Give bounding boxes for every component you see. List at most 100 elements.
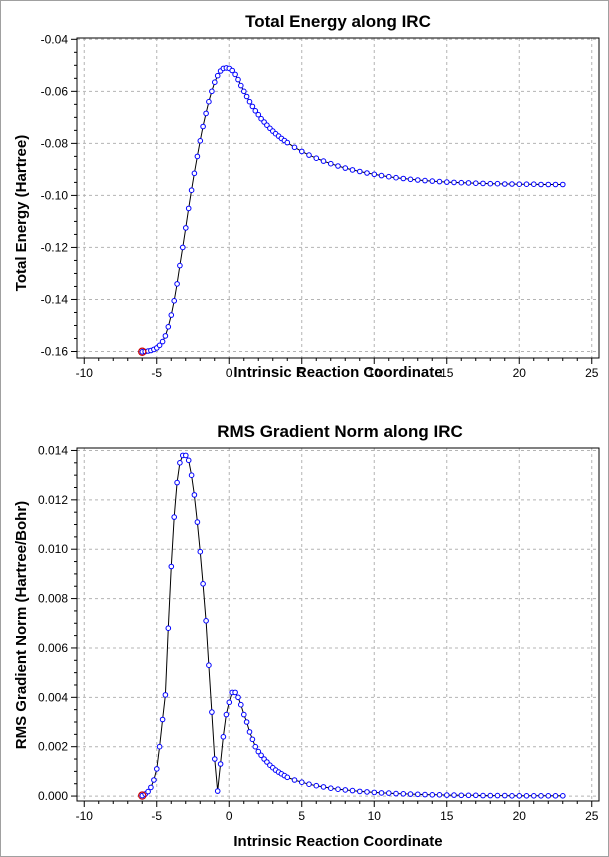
data-point: [306, 781, 312, 788]
y-tick-label: 0.000: [38, 789, 68, 803]
data-point: [241, 88, 247, 95]
data-point: [357, 788, 363, 795]
data-point: [415, 177, 421, 183]
data-point: [232, 689, 238, 696]
data-point: [494, 180, 501, 187]
data-point: [473, 792, 479, 799]
data-point: [148, 784, 154, 791]
x-tick-label: 5: [298, 809, 305, 823]
data-point: [177, 460, 183, 466]
data-point: [552, 793, 559, 799]
data-point: [422, 791, 428, 798]
current-point-marker: [138, 791, 147, 800]
data-point: [436, 792, 443, 798]
x-axis-label: Intrinsic Reaction Coordinate: [233, 364, 442, 381]
data-point: [436, 178, 443, 185]
data-point: [313, 155, 320, 161]
data-point: [357, 168, 363, 175]
data-point: [313, 782, 320, 789]
data-point: [560, 181, 566, 188]
data-point: [502, 181, 508, 187]
data-point: [378, 790, 385, 796]
data-point: [342, 787, 349, 793]
data-point: [328, 785, 334, 792]
data-point: [217, 761, 224, 767]
data-point: [284, 774, 291, 781]
data-point: [415, 791, 421, 798]
data-point: [531, 793, 537, 799]
data-point: [212, 756, 218, 762]
data-point: [246, 98, 253, 105]
data-point: [200, 581, 206, 587]
data-point: [393, 174, 399, 181]
y-tick-label: 0.002: [38, 740, 68, 754]
data-point: [335, 786, 341, 793]
data-point: [229, 67, 235, 74]
data-point: [487, 792, 494, 799]
x-tick-label: 15: [440, 809, 454, 823]
y-axis-label: Total Energy (Hartree): [13, 135, 30, 291]
data-point: [509, 181, 515, 187]
y-tick-label: -0.16: [41, 344, 69, 358]
data-point: [249, 736, 256, 743]
data-point: [349, 167, 356, 173]
data-point: [429, 178, 436, 184]
data-point: [328, 160, 334, 167]
plot-border: [76, 37, 600, 359]
data-point: [371, 789, 378, 796]
data-point: [538, 793, 544, 799]
data-point: [209, 88, 215, 95]
data-point: [458, 792, 465, 799]
data-point: [206, 98, 212, 105]
data-point: [212, 79, 218, 85]
plot-background: [77, 38, 599, 358]
data-point: [335, 163, 341, 169]
data-point: [465, 792, 472, 799]
data-point: [194, 153, 201, 160]
data-point: [235, 76, 241, 83]
data-point: [458, 179, 465, 186]
x-tick-label: 10: [368, 809, 382, 823]
data-point: [238, 82, 244, 89]
data-point: [255, 748, 262, 755]
data-point: [560, 793, 566, 799]
data-point: [509, 793, 515, 799]
data-point: [226, 699, 233, 706]
y-tick-label: 0.004: [38, 690, 68, 704]
data-point: [154, 766, 160, 772]
current-point-marker: [138, 347, 147, 356]
data-point: [291, 777, 298, 783]
data-point: [156, 342, 163, 349]
data-point: [209, 709, 215, 715]
data-point: [185, 457, 192, 464]
data-point: [480, 180, 486, 187]
data-point: [407, 176, 414, 183]
data-point: [523, 793, 530, 799]
data-point: [220, 734, 227, 740]
data-point: [246, 729, 253, 735]
plot-background: [77, 448, 599, 801]
data-point: [258, 115, 264, 122]
data-point: [400, 791, 407, 797]
data-point: [214, 72, 221, 79]
data-point: [171, 514, 177, 520]
y-tick-label: 0.008: [38, 592, 68, 606]
data-point: [364, 170, 370, 176]
data-point: [241, 711, 247, 718]
data-point: [465, 180, 472, 186]
data-point: [538, 181, 544, 188]
y-tick-label: 0.006: [38, 641, 68, 655]
plot-border: [76, 447, 600, 802]
data-point: [188, 472, 195, 479]
x-tick-label: 25: [585, 809, 599, 823]
chart-title: Total Energy along IRC: [245, 12, 431, 31]
data-point: [480, 792, 486, 799]
data-point: [191, 492, 198, 498]
data-point: [299, 779, 305, 786]
data-point: [235, 694, 241, 701]
data-point: [223, 711, 230, 718]
y-tick-label: -0.10: [41, 188, 69, 202]
plot-area: -10 -5 0 5 10 15 20 25 0.000 0.002 0.004 0.006 0.008…: [38, 443, 600, 823]
y-tick-label: -0.08: [41, 136, 69, 150]
